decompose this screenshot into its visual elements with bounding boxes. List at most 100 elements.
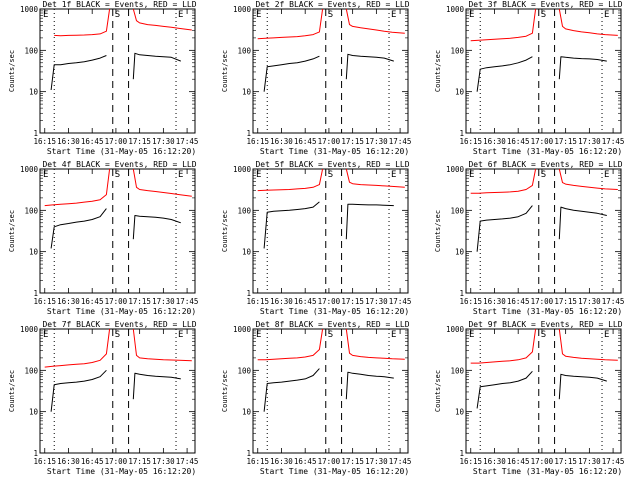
saa-marker: S xyxy=(541,10,546,20)
x-tick-label: 16:15 xyxy=(246,137,269,146)
panel-title: Det 6f BLACK = Events, RED = LLD xyxy=(468,160,622,169)
lld-series-line xyxy=(44,328,111,368)
panel-title: Det 5f BLACK = Events, RED = LLD xyxy=(255,160,409,169)
y-tick-label: 1 xyxy=(459,129,464,138)
plot-frame xyxy=(39,328,196,454)
x-tick-label: 17:30 xyxy=(578,297,601,306)
lld-series-line xyxy=(44,168,111,207)
x-axis-label: Start Time (31-May-05 16:12:20) xyxy=(260,307,409,316)
eclipse-end-marker: E xyxy=(178,170,183,180)
detector-panel-5: Det 5f BLACK = Events, RED = LLD 1 10 100 10… xyxy=(221,160,412,316)
events-series-line xyxy=(263,368,320,412)
x-tick-label: 17:30 xyxy=(152,297,175,306)
x-tick-label: 16:30 xyxy=(57,137,80,146)
y-tick-label: 1000 xyxy=(446,165,465,174)
lld-series-line xyxy=(132,328,192,362)
x-tick-label: 17:00 xyxy=(318,137,341,146)
eclipse-start-marker: E xyxy=(43,170,48,180)
events-series-line xyxy=(132,52,181,80)
lld-series-line xyxy=(345,8,405,34)
eclipse-start-marker: E xyxy=(43,10,48,20)
y-tick-label: 10 xyxy=(29,248,39,257)
x-axis-label: Start Time (31-May-05 16:12:20) xyxy=(473,147,622,156)
x-tick-label: 17:30 xyxy=(365,297,388,306)
eclipse-start-marker: E xyxy=(469,170,474,180)
plot-frame xyxy=(465,8,622,134)
lld-series-line xyxy=(345,328,405,360)
events-series-line xyxy=(558,56,607,80)
panel-title: Det 1f BLACK = Events, RED = LLD xyxy=(42,0,196,9)
lld-series-line xyxy=(470,8,537,42)
lld-series-line xyxy=(257,8,324,40)
x-tick-label: 16:30 xyxy=(57,297,80,306)
y-tick-label: 10 xyxy=(455,408,465,417)
x-tick-label: 16:15 xyxy=(33,137,56,146)
x-tick-label: 16:30 xyxy=(270,137,293,146)
events-series-line xyxy=(50,208,107,249)
y-tick-label: 10 xyxy=(29,88,39,97)
detector-panel-2: Det 2f BLACK = Events, RED = LLD 1 10 100 10… xyxy=(221,0,412,156)
lld-series-line xyxy=(558,328,618,361)
plot-frame xyxy=(252,168,409,294)
x-tick-label: 16:45 xyxy=(81,457,104,466)
y-tick-label: 1000 xyxy=(446,5,465,14)
events-series-line xyxy=(558,373,607,400)
plot-frame xyxy=(39,168,196,294)
eclipse-end-marker: E xyxy=(604,330,609,340)
x-tick-label: 17:30 xyxy=(578,137,601,146)
x-tick-label: 17:45 xyxy=(389,297,412,306)
y-tick-label: 100 xyxy=(450,366,464,375)
events-series-line xyxy=(345,53,394,80)
y-tick-label: 10 xyxy=(455,88,465,97)
y-tick-label: 1 xyxy=(459,289,464,298)
x-tick-label: 17:00 xyxy=(318,457,341,466)
y-tick-label: 1000 xyxy=(20,325,39,334)
x-tick-label: 16:15 xyxy=(33,297,56,306)
panel-title: Det 2f BLACK = Events, RED = LLD xyxy=(255,0,409,9)
x-tick-label: 17:00 xyxy=(318,297,341,306)
x-tick-label: 17:45 xyxy=(389,137,412,146)
events-series-line xyxy=(345,203,394,240)
y-tick-label: 1 xyxy=(246,289,251,298)
eclipse-end-marker: E xyxy=(604,170,609,180)
y-tick-label: 1000 xyxy=(233,5,252,14)
eclipse-start-marker: E xyxy=(256,170,261,180)
eclipse-start-marker: E xyxy=(469,10,474,20)
x-tick-label: 17:15 xyxy=(128,297,151,306)
x-axis-label: Start Time (31-May-05 16:12:20) xyxy=(47,307,196,316)
x-tick-label: 16:45 xyxy=(81,137,104,146)
y-tick-label: 1 xyxy=(33,289,38,298)
x-tick-label: 16:15 xyxy=(459,457,482,466)
detector-panel-1: Det 1f BLACK = Events, RED = LLD 1 10 100 10… xyxy=(8,0,198,156)
y-tick-label: 1 xyxy=(33,129,38,138)
plot-frame xyxy=(39,8,196,134)
x-tick-label: 16:15 xyxy=(246,297,269,306)
panel-title: Det 7f BLACK = Events, RED = LLD xyxy=(42,320,196,329)
y-tick-label: 100 xyxy=(237,366,251,375)
x-tick-label: 17:15 xyxy=(128,137,151,146)
plot-frame xyxy=(465,168,622,294)
x-tick-label: 17:30 xyxy=(578,457,601,466)
x-tick-label: 16:45 xyxy=(81,297,104,306)
saa-marker: S xyxy=(115,170,120,180)
eclipse-end-marker: E xyxy=(391,330,396,340)
saa-marker: S xyxy=(541,170,546,180)
saa-marker: S xyxy=(115,10,120,20)
lld-series-line xyxy=(132,168,192,197)
events-series-line xyxy=(50,369,107,412)
x-axis-label: Start Time (31-May-05 16:12:20) xyxy=(47,467,196,476)
detector-panel-6: Det 6f BLACK = Events, RED = LLD 1 10 100 10… xyxy=(434,160,624,316)
y-tick-label: 100 xyxy=(237,206,251,215)
events-series-line xyxy=(132,372,181,400)
x-tick-label: 17:15 xyxy=(554,457,577,466)
x-tick-label: 17:00 xyxy=(531,297,554,306)
panel-title: Det 4f BLACK = Events, RED = LLD xyxy=(42,160,196,169)
eclipse-start-marker: E xyxy=(469,330,474,340)
y-tick-label: 100 xyxy=(24,206,38,215)
events-series-line xyxy=(476,370,533,409)
x-tick-label: 17:15 xyxy=(341,297,364,306)
events-series-line xyxy=(476,56,533,92)
lld-series-line xyxy=(54,8,111,37)
x-tick-label: 16:45 xyxy=(507,297,530,306)
panel-title: Det 3f BLACK = Events, RED = LLD xyxy=(468,0,622,9)
